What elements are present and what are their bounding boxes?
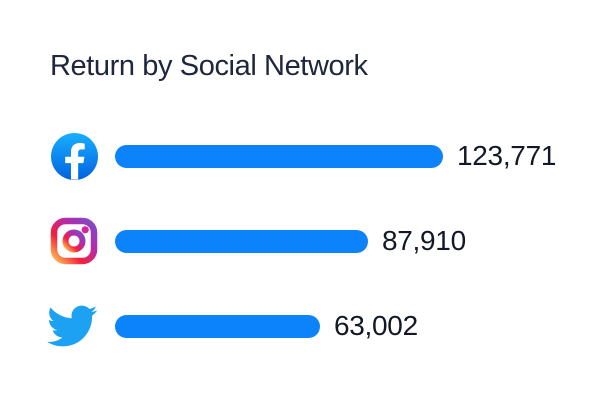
bar-row-twitter: 63,002 [47, 301, 552, 351]
bar-value-instagram: 87,910 [382, 225, 466, 256]
twitter-icon [47, 301, 98, 351]
bar-value-twitter: 63,002 [334, 310, 418, 341]
bar-value-facebook: 123,771 [457, 140, 557, 171]
chart-title: Return by Social Network [50, 50, 368, 82]
bar-row-instagram: 87,910 [50, 216, 552, 266]
bar-instagram [115, 229, 368, 253]
instagram-icon [50, 216, 98, 266]
bar-twitter [115, 314, 320, 338]
facebook-icon [50, 131, 98, 181]
bar-row-facebook: 123,771 [50, 131, 556, 181]
bar-facebook [115, 144, 443, 168]
